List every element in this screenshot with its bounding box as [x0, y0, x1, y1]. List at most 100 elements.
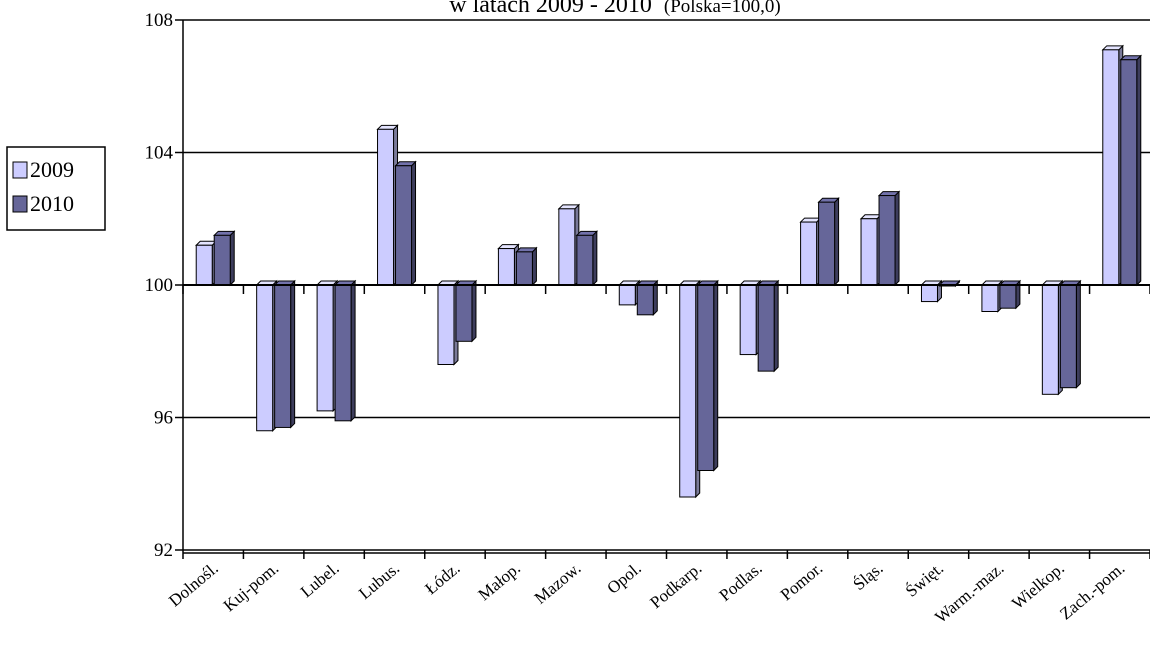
- bar-front: [679, 284, 697, 498]
- bar-top: [877, 191, 901, 197]
- bar-2010-11: [877, 190, 901, 287]
- bar-2009-9: [738, 279, 762, 356]
- bar-front: [920, 284, 938, 303]
- x-label-7: Opol.: [603, 559, 645, 598]
- legend-swatch-2010: [12, 195, 28, 213]
- x-label-1: Kuj-pom.: [220, 559, 282, 616]
- chart-title: w latach 2009 - 2010 (Polska=100,0): [449, 0, 780, 18]
- bar-2010-5: [515, 246, 538, 287]
- bar-top: [859, 214, 883, 220]
- bar-2009-0: [195, 240, 218, 287]
- bar-front: [800, 221, 818, 286]
- bar-2010-7: [636, 279, 659, 317]
- legend-swatch-2009: [12, 161, 28, 179]
- bar-front: [1059, 284, 1077, 389]
- bar-top: [557, 204, 581, 210]
- bar-2009-5: [497, 243, 520, 287]
- bar-front: [195, 244, 213, 286]
- x-label-14: Wielkop.: [1008, 559, 1068, 613]
- bar-side: [592, 230, 598, 287]
- bar-front: [1102, 49, 1120, 286]
- bar-front: [1041, 284, 1059, 395]
- bar-front: [256, 284, 274, 432]
- bar-front: [395, 165, 413, 286]
- x-label-6: Mazow.: [531, 559, 585, 608]
- bar-top: [213, 230, 236, 236]
- bar-2009-4: [436, 279, 460, 366]
- bar-front: [1120, 59, 1138, 286]
- bar-side: [411, 160, 417, 287]
- bar-top: [817, 197, 840, 203]
- bar-2010-15: [1119, 54, 1142, 287]
- bar-front: [497, 248, 515, 286]
- bar-front: [334, 284, 352, 422]
- bar-side: [652, 279, 658, 317]
- bar-front: [697, 284, 715, 471]
- legend-box: [6, 146, 106, 231]
- x-label-15: Zach.-pom.: [1056, 559, 1128, 624]
- bar-2009-15: [1101, 44, 1124, 287]
- x-axis-labels: Dolnośl.Kuj-pom. Lubel. Lubus. Łódz. Małop. M…: [165, 559, 1128, 627]
- bar-2009-10: [799, 216, 822, 287]
- x-label-2: Lubel.: [297, 559, 343, 602]
- x-label-0: Dolnośl.: [165, 559, 222, 611]
- bar-2010-4: [454, 279, 478, 343]
- bar-top: [497, 244, 520, 250]
- bar-2010-0: [213, 230, 236, 287]
- y-tick-label-104: 104: [145, 143, 174, 164]
- bar-top: [575, 230, 599, 236]
- bar-front: [274, 284, 292, 428]
- x-label-10: Pomor.: [777, 559, 826, 605]
- x-label-5: Małop.: [475, 559, 524, 605]
- bar-front: [437, 284, 455, 365]
- bar-front: [878, 195, 896, 286]
- bar-2009-2: [315, 279, 339, 413]
- x-label-4: Łódz.: [421, 559, 463, 599]
- bar-side: [713, 279, 719, 472]
- bar-2010-9: [756, 279, 780, 373]
- x-axis: [182, 284, 1150, 559]
- bar-front: [558, 208, 576, 286]
- bar-side: [834, 196, 840, 287]
- bar-2009-11: [859, 213, 883, 287]
- chart-title-main: w latach 2009 - 2010: [449, 0, 652, 18]
- bar-front: [999, 284, 1017, 309]
- bar-front: [576, 234, 594, 286]
- bar-2010-6: [575, 230, 599, 287]
- bar-side: [1075, 279, 1081, 389]
- bar-side: [290, 279, 296, 429]
- bar-front: [618, 284, 636, 306]
- bar-front: [818, 201, 836, 286]
- bar-2010-14: [1059, 279, 1082, 389]
- bar-2010-13: [998, 279, 1022, 310]
- bar-2009-8: [678, 279, 701, 499]
- bar-top: [1119, 55, 1142, 61]
- bar-top: [1101, 45, 1124, 51]
- y-tick-label-92: 92: [154, 540, 173, 561]
- bar-top: [376, 124, 399, 130]
- bar-front: [455, 284, 473, 342]
- bar-2010-10: [817, 196, 840, 287]
- bar-front: [860, 218, 878, 286]
- bars: [195, 44, 1142, 499]
- bar-side: [350, 279, 356, 423]
- x-label-9: Podlas.: [716, 559, 766, 605]
- bar-side: [229, 230, 235, 287]
- y-tick-label-96: 96: [154, 408, 173, 429]
- x-label-8: Podkarp.: [646, 559, 705, 613]
- bar-2009-14: [1041, 279, 1064, 396]
- bar-2010-2: [333, 279, 357, 423]
- legend: 2009 2010: [6, 146, 106, 231]
- bar-2010-1: [273, 279, 296, 429]
- x-label-3: Lubus.: [355, 559, 403, 604]
- y-tick-label-100: 100: [145, 275, 174, 296]
- bar-top: [799, 217, 822, 223]
- bar-2010-3: [394, 160, 417, 287]
- bar-side: [773, 279, 779, 373]
- bar-front: [739, 284, 757, 356]
- bar-top: [394, 161, 417, 167]
- bar-front: [636, 284, 654, 316]
- bar-front: [757, 284, 775, 372]
- bar-side: [471, 279, 477, 343]
